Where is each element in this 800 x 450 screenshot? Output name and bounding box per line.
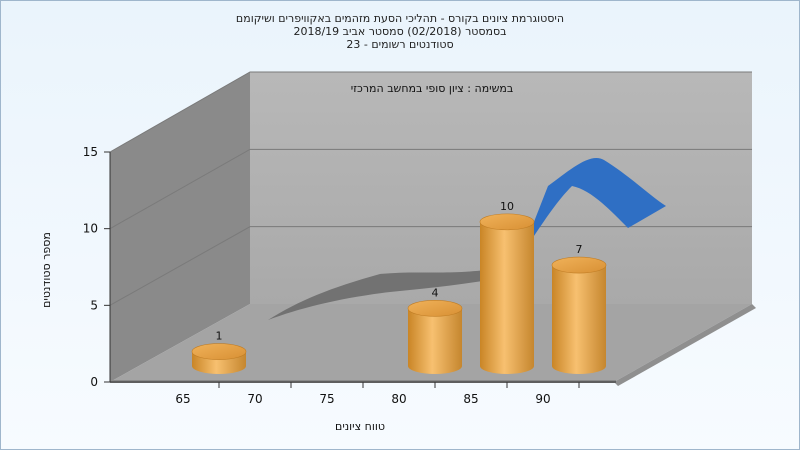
blue-curve <box>530 158 666 242</box>
bar-top <box>191 343 247 360</box>
floor-front-edge <box>614 304 756 386</box>
bar-top <box>479 213 535 231</box>
x-tick-label: 90 <box>535 392 550 406</box>
gray-curve <box>268 262 520 320</box>
chart-title-line-1: היסטוגרמת ציונים בקורס - תהליכי הסעת מזה… <box>236 12 564 25</box>
bar <box>408 308 462 374</box>
gridline <box>109 148 752 230</box>
x-ticks: 65 70 75 80 85 90 <box>110 381 616 406</box>
y-ticks: 0 5 10 15 <box>83 145 111 389</box>
chart-title-line-3: סטודנטים רשומים - 23 <box>346 38 453 51</box>
gridlines <box>109 71 752 306</box>
chart-annotation: במשימה : ציון סופי במחשב המרכזי <box>351 82 514 95</box>
bar-value-label: 10 <box>500 200 514 213</box>
back-wall <box>250 72 752 304</box>
gridline <box>109 71 752 153</box>
y-tick-label: 5 <box>90 298 98 312</box>
bar-top <box>407 300 463 317</box>
bar <box>552 265 606 374</box>
bar-value-label: 7 <box>576 243 583 256</box>
x-tick-label: 80 <box>391 392 406 406</box>
bar <box>480 221 534 374</box>
x-axis-title: טווח ציונים <box>335 420 385 433</box>
curves <box>268 158 666 320</box>
x-tick-label: 65 <box>175 392 190 406</box>
bars: 1 4 10 7 <box>191 200 607 374</box>
x-tick-label: 85 <box>463 392 478 406</box>
bar-top <box>551 256 607 274</box>
bar-value-label: 4 <box>432 286 439 299</box>
y-tick-label: 0 <box>90 375 98 389</box>
x-tick-label: 70 <box>247 392 262 406</box>
y-axis-title: מספר סטודנטים <box>40 232 53 308</box>
chart-title-line-2: בסמסטר (02/2018) סמסטר אביב 2018/19 <box>293 25 506 38</box>
y-tick-label: 10 <box>83 222 98 236</box>
left-wall <box>110 72 250 382</box>
y-tick-label: 15 <box>83 145 98 159</box>
gridline <box>109 226 752 306</box>
bar-value-label: 1 <box>216 330 223 343</box>
x-tick-label: 75 <box>319 392 334 406</box>
